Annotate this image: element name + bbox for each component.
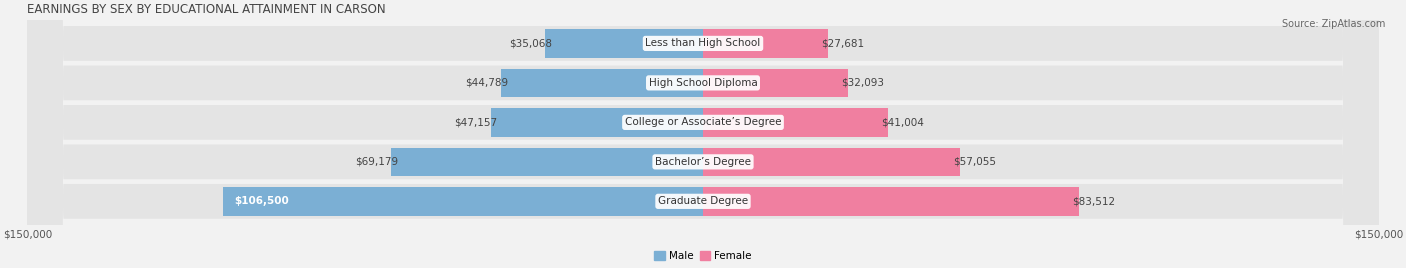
- Bar: [703, 29, 828, 58]
- Bar: [391, 148, 703, 176]
- FancyBboxPatch shape: [27, 0, 1379, 268]
- Text: $69,179: $69,179: [356, 157, 398, 167]
- FancyBboxPatch shape: [27, 0, 1379, 268]
- Text: Less than High School: Less than High School: [645, 38, 761, 49]
- Text: $83,512: $83,512: [1073, 196, 1115, 206]
- Bar: [703, 148, 960, 176]
- Text: $32,093: $32,093: [841, 78, 884, 88]
- Bar: [703, 187, 1080, 215]
- Text: $44,789: $44,789: [465, 78, 508, 88]
- Text: $47,157: $47,157: [454, 117, 498, 127]
- Text: $106,500: $106,500: [235, 196, 290, 206]
- Bar: [502, 69, 703, 97]
- Text: $57,055: $57,055: [953, 157, 997, 167]
- Bar: [546, 29, 703, 58]
- Bar: [491, 108, 703, 137]
- Text: $41,004: $41,004: [882, 117, 924, 127]
- FancyBboxPatch shape: [27, 0, 1379, 268]
- FancyBboxPatch shape: [27, 0, 1379, 268]
- Text: Source: ZipAtlas.com: Source: ZipAtlas.com: [1281, 19, 1385, 29]
- Text: Bachelor’s Degree: Bachelor’s Degree: [655, 157, 751, 167]
- Text: EARNINGS BY SEX BY EDUCATIONAL ATTAINMENT IN CARSON: EARNINGS BY SEX BY EDUCATIONAL ATTAINMEN…: [27, 3, 387, 16]
- Text: College or Associate’s Degree: College or Associate’s Degree: [624, 117, 782, 127]
- Bar: [703, 108, 887, 137]
- FancyBboxPatch shape: [27, 0, 1379, 268]
- Text: High School Diploma: High School Diploma: [648, 78, 758, 88]
- Bar: [703, 69, 848, 97]
- Text: Graduate Degree: Graduate Degree: [658, 196, 748, 206]
- Bar: [224, 187, 703, 215]
- Text: $27,681: $27,681: [821, 38, 865, 49]
- Legend: Male, Female: Male, Female: [650, 247, 756, 265]
- Text: $35,068: $35,068: [509, 38, 551, 49]
